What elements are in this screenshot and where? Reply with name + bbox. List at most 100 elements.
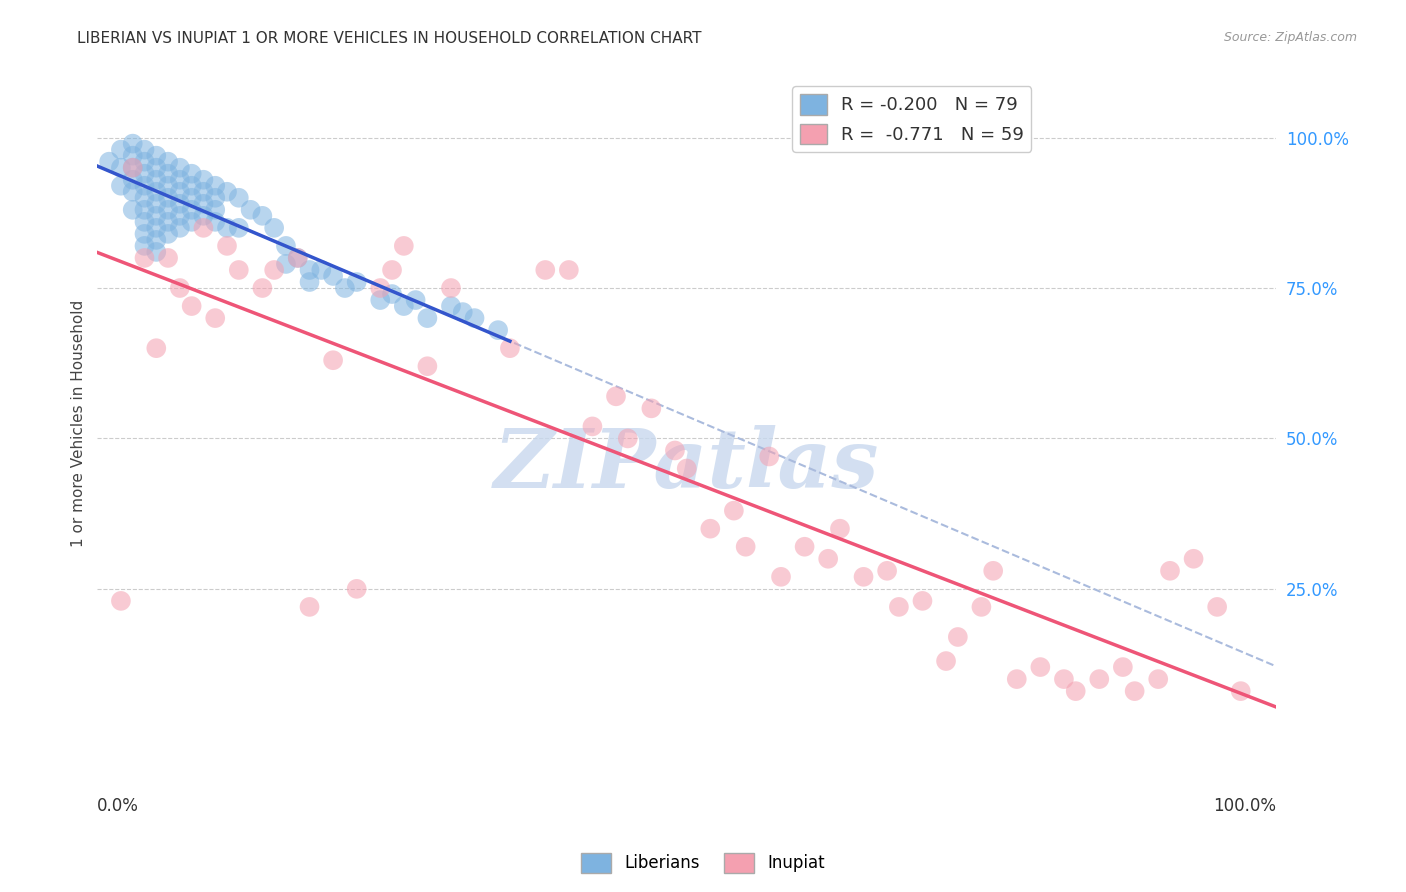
Point — [405, 293, 427, 307]
Point — [252, 281, 274, 295]
Point — [970, 599, 993, 614]
Point — [169, 161, 191, 175]
Point — [911, 594, 934, 608]
Point — [499, 341, 522, 355]
Point — [169, 172, 191, 186]
Point — [157, 215, 180, 229]
Point — [204, 311, 226, 326]
Point — [946, 630, 969, 644]
Point — [169, 220, 191, 235]
Point — [664, 443, 686, 458]
Point — [1229, 684, 1251, 698]
Legend: Liberians, Inupiat: Liberians, Inupiat — [574, 847, 832, 880]
Point — [346, 582, 368, 596]
Text: Source: ZipAtlas.com: Source: ZipAtlas.com — [1223, 31, 1357, 45]
Point — [180, 178, 202, 193]
Point — [180, 215, 202, 229]
Point — [981, 564, 1004, 578]
Point — [1159, 564, 1181, 578]
Point — [852, 570, 875, 584]
Point — [675, 461, 697, 475]
Point — [157, 167, 180, 181]
Text: LIBERIAN VS INUPIAT 1 OR MORE VEHICLES IN HOUSEHOLD CORRELATION CHART: LIBERIAN VS INUPIAT 1 OR MORE VEHICLES I… — [77, 31, 702, 46]
Point — [157, 154, 180, 169]
Point — [180, 299, 202, 313]
Y-axis label: 1 or more Vehicles in Household: 1 or more Vehicles in Household — [72, 300, 86, 547]
Point — [145, 220, 167, 235]
Point — [440, 299, 463, 313]
Point — [121, 161, 143, 175]
Text: 100.0%: 100.0% — [1213, 797, 1277, 815]
Point — [145, 209, 167, 223]
Point — [486, 323, 509, 337]
Point — [817, 551, 839, 566]
Point — [204, 215, 226, 229]
Point — [121, 161, 143, 175]
Point — [416, 359, 439, 374]
Point — [169, 281, 191, 295]
Point — [1182, 551, 1205, 566]
Point — [145, 161, 167, 175]
Point — [1088, 672, 1111, 686]
Point — [169, 185, 191, 199]
Point — [134, 239, 156, 253]
Point — [368, 293, 391, 307]
Point — [180, 167, 202, 181]
Point — [157, 191, 180, 205]
Point — [381, 287, 404, 301]
Point — [239, 202, 262, 217]
Point — [134, 191, 156, 205]
Point — [252, 209, 274, 223]
Point — [723, 503, 745, 517]
Point — [110, 161, 132, 175]
Point — [228, 263, 250, 277]
Point — [605, 389, 627, 403]
Point — [145, 341, 167, 355]
Point — [121, 172, 143, 186]
Point — [145, 149, 167, 163]
Point — [193, 220, 215, 235]
Point — [121, 202, 143, 217]
Point — [381, 263, 404, 277]
Point — [298, 263, 321, 277]
Point — [110, 143, 132, 157]
Point — [699, 522, 721, 536]
Point — [193, 209, 215, 223]
Point — [263, 263, 285, 277]
Point — [98, 154, 121, 169]
Point — [169, 209, 191, 223]
Point — [734, 540, 756, 554]
Point — [263, 220, 285, 235]
Point — [121, 136, 143, 151]
Point — [451, 305, 474, 319]
Point — [134, 227, 156, 241]
Point — [416, 311, 439, 326]
Point — [145, 172, 167, 186]
Point — [134, 215, 156, 229]
Point — [134, 143, 156, 157]
Point — [215, 239, 238, 253]
Point — [793, 540, 815, 554]
Text: 0.0%: 0.0% — [97, 797, 139, 815]
Point — [1123, 684, 1146, 698]
Point — [193, 185, 215, 199]
Point — [464, 311, 486, 326]
Point — [157, 202, 180, 217]
Point — [121, 149, 143, 163]
Point — [1053, 672, 1076, 686]
Point — [193, 196, 215, 211]
Point — [346, 275, 368, 289]
Point — [298, 275, 321, 289]
Point — [1206, 599, 1229, 614]
Point — [228, 220, 250, 235]
Point — [121, 185, 143, 199]
Point — [215, 185, 238, 199]
Point — [935, 654, 957, 668]
Point — [581, 419, 603, 434]
Point — [333, 281, 356, 295]
Point — [617, 432, 640, 446]
Point — [134, 167, 156, 181]
Point — [180, 202, 202, 217]
Point — [145, 244, 167, 259]
Point — [110, 178, 132, 193]
